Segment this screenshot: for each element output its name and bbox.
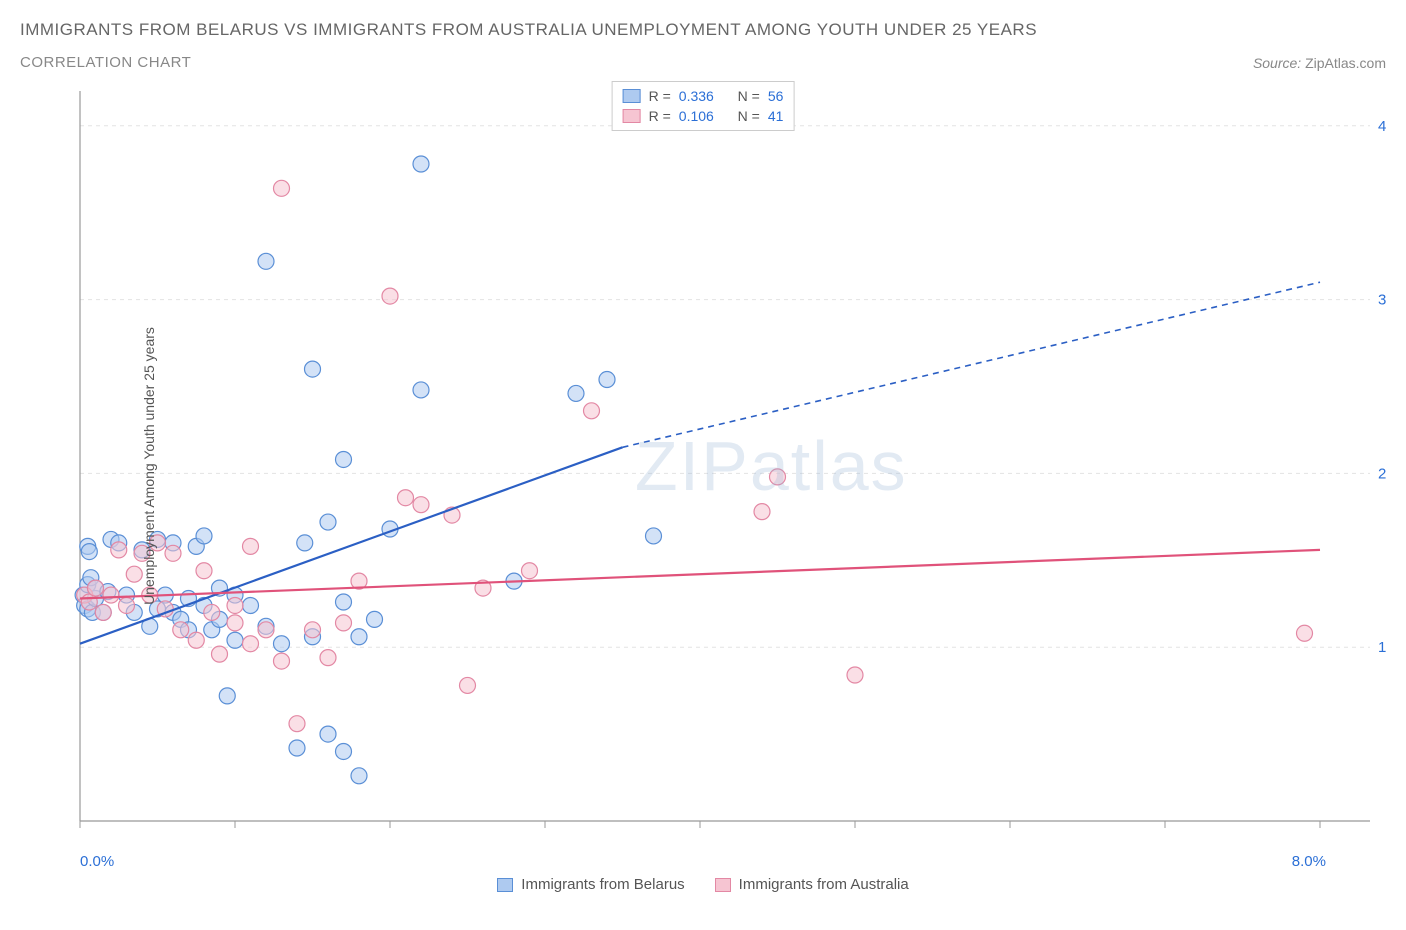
source-name: ZipAtlas.com bbox=[1305, 55, 1386, 71]
legend-series-item: Immigrants from Belarus bbox=[497, 876, 684, 893]
svg-text:20.0%: 20.0% bbox=[1378, 465, 1386, 482]
source-attribution: Source: ZipAtlas.com bbox=[1253, 55, 1386, 71]
x-axis-end-labels: 0.0% 8.0% bbox=[20, 853, 1386, 870]
legend-swatch bbox=[497, 878, 513, 892]
legend-series-item: Immigrants from Australia bbox=[715, 876, 909, 893]
svg-text:40.0%: 40.0% bbox=[1378, 118, 1386, 135]
n-label: N = bbox=[738, 88, 760, 104]
n-value: 56 bbox=[768, 88, 784, 104]
legend-swatch bbox=[623, 89, 641, 103]
subtitle-row: CORRELATION CHART Source: ZipAtlas.com bbox=[20, 54, 1386, 71]
x-max-label: 8.0% bbox=[1292, 853, 1326, 870]
correlation-chart: IMMIGRANTS FROM BELARUS VS IMMIGRANTS FR… bbox=[20, 20, 1386, 893]
chart-subtitle: CORRELATION CHART bbox=[20, 54, 191, 71]
legend-swatch bbox=[623, 109, 641, 123]
r-label: R = bbox=[649, 108, 671, 124]
r-value: 0.336 bbox=[679, 88, 714, 104]
x-min-label: 0.0% bbox=[80, 853, 114, 870]
source-prefix: Source: bbox=[1253, 55, 1305, 71]
legend-swatch bbox=[715, 878, 731, 892]
svg-text:10.0%: 10.0% bbox=[1378, 639, 1386, 656]
legend-series-label: Immigrants from Belarus bbox=[521, 876, 684, 893]
legend-series: Immigrants from Belarus Immigrants from A… bbox=[20, 876, 1386, 893]
plot-wrapper: Unemployment Among Youth under 25 years … bbox=[20, 81, 1386, 851]
n-label: N = bbox=[738, 108, 760, 124]
n-value: 41 bbox=[768, 108, 784, 124]
y-axis-label: Unemployment Among Youth under 25 years bbox=[141, 327, 157, 605]
legend-stats: R = 0.336 N = 56 R = 0.106 N = 41 bbox=[612, 81, 795, 131]
legend-stat-row: R = 0.106 N = 41 bbox=[623, 106, 784, 126]
svg-text:30.0%: 30.0% bbox=[1378, 292, 1386, 309]
chart-title: IMMIGRANTS FROM BELARUS VS IMMIGRANTS FR… bbox=[20, 20, 1386, 40]
r-value: 0.106 bbox=[679, 108, 714, 124]
legend-stat-row: R = 0.336 N = 56 bbox=[623, 86, 784, 106]
r-label: R = bbox=[649, 88, 671, 104]
legend-series-label: Immigrants from Australia bbox=[739, 876, 909, 893]
scatter-plot-svg: 10.0% 20.0% 30.0% 40.0% bbox=[20, 81, 1386, 851]
